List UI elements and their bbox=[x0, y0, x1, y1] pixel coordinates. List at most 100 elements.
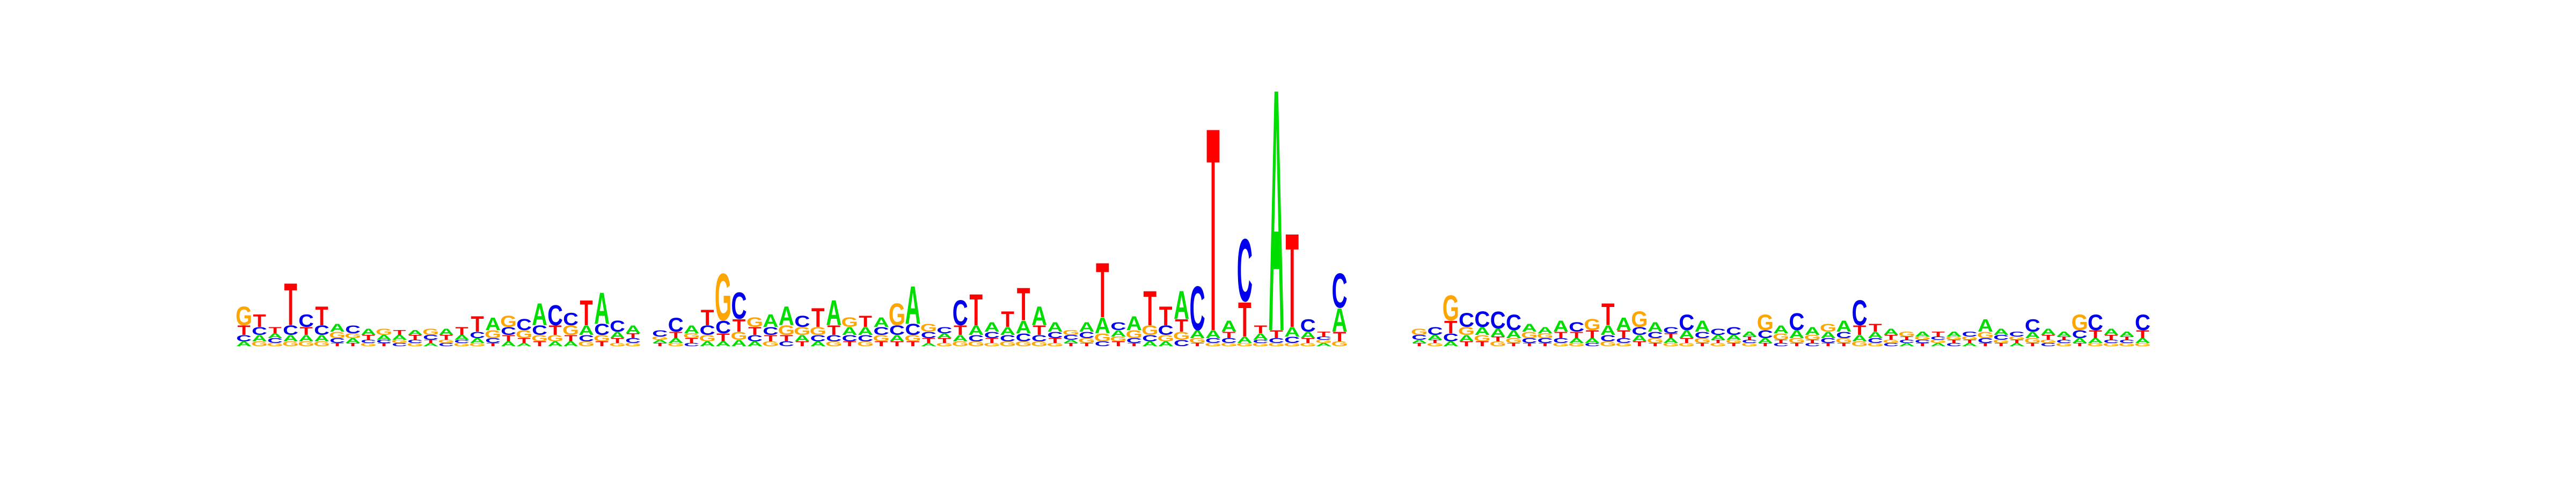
letter-t: T bbox=[1727, 342, 1740, 347]
letter-a: A bbox=[1679, 328, 1694, 340]
letter-t: T bbox=[922, 337, 935, 345]
letter-a: A bbox=[953, 333, 968, 343]
letter-t: T bbox=[1001, 306, 1014, 332]
letter-g: G bbox=[2103, 342, 2119, 347]
letter-c: C bbox=[2135, 310, 2150, 335]
letter-t: T bbox=[1111, 340, 1125, 348]
letter-g: G bbox=[1631, 306, 1648, 332]
letter-c: C bbox=[423, 334, 438, 341]
letter-g: G bbox=[1867, 342, 1884, 347]
letter-c: C bbox=[1805, 342, 1820, 347]
letter-c: C bbox=[252, 325, 267, 338]
letter-g: G bbox=[1015, 340, 1031, 348]
letter-a: A bbox=[1600, 323, 1616, 338]
letter-t: T bbox=[564, 333, 577, 343]
letter-g: G bbox=[453, 342, 470, 347]
letter-g: G bbox=[1553, 342, 1569, 347]
letter-t: T bbox=[284, 271, 297, 338]
letter-t: T bbox=[1586, 328, 1599, 340]
letter-c: C bbox=[953, 293, 968, 333]
letter-a: A bbox=[715, 340, 731, 348]
letter-g: G bbox=[968, 340, 984, 348]
letter-t: T bbox=[424, 339, 437, 344]
letter-t: T bbox=[471, 311, 484, 336]
letter-g: G bbox=[625, 342, 641, 347]
letter-c: C bbox=[1000, 333, 1015, 343]
letter-c: C bbox=[283, 323, 298, 338]
letter-a: A bbox=[2072, 337, 2088, 345]
letter-a: A bbox=[1569, 337, 1584, 345]
letter-g: G bbox=[422, 327, 439, 337]
letter-c: C bbox=[1946, 342, 1962, 347]
letter-c: C bbox=[1710, 327, 1726, 337]
letter-g: G bbox=[1490, 340, 1506, 348]
letter-a: A bbox=[779, 301, 794, 331]
letter-c: C bbox=[625, 337, 641, 345]
letter-c: C bbox=[298, 311, 314, 331]
letter-t: T bbox=[1806, 339, 1819, 344]
letter-a: A bbox=[501, 340, 516, 348]
letter-t: T bbox=[969, 285, 983, 335]
letter-g: G bbox=[1284, 342, 1300, 347]
letter-t: T bbox=[1994, 342, 2008, 347]
letter-c: C bbox=[1553, 337, 1569, 345]
letter-c: C bbox=[779, 340, 794, 348]
letter-g: G bbox=[1331, 340, 1348, 348]
letter-g: G bbox=[1710, 342, 1726, 347]
letter-a: A bbox=[1946, 331, 1962, 338]
letter-a: A bbox=[283, 333, 298, 343]
letter-g: G bbox=[2008, 336, 2025, 341]
letter-a: A bbox=[454, 334, 470, 341]
letter-t: T bbox=[716, 331, 730, 343]
letter-a: A bbox=[1710, 334, 1726, 341]
letter-a: A bbox=[345, 337, 361, 345]
letter-a: A bbox=[1789, 328, 1804, 340]
letter-a: A bbox=[298, 333, 314, 343]
letter-c: C bbox=[1726, 325, 1741, 337]
letter-t: T bbox=[1143, 281, 1157, 336]
letter-t: T bbox=[1900, 336, 1914, 341]
letter-c: C bbox=[547, 299, 563, 332]
letter-t: T bbox=[1444, 317, 1458, 337]
letter-c: C bbox=[407, 339, 423, 344]
letter-a: A bbox=[267, 332, 283, 340]
letter-g: G bbox=[1474, 333, 1490, 343]
letter-g: G bbox=[1236, 342, 1253, 347]
letter-c: C bbox=[699, 323, 715, 338]
letter-c: C bbox=[1459, 309, 1474, 331]
letter-g: G bbox=[715, 260, 731, 335]
letter-a: A bbox=[1993, 327, 2009, 337]
letter-c: C bbox=[984, 330, 1000, 340]
letter-g: G bbox=[1725, 339, 1742, 344]
letter-c: C bbox=[1284, 335, 1300, 345]
letter-a: A bbox=[810, 340, 826, 348]
letter-a: A bbox=[1221, 318, 1236, 335]
letter-c: C bbox=[361, 339, 376, 344]
letter-c: C bbox=[1331, 264, 1347, 318]
letter-a: A bbox=[1474, 325, 1490, 337]
letter-t: T bbox=[733, 315, 746, 335]
letter-c: C bbox=[1868, 337, 1883, 345]
letter-a: A bbox=[921, 342, 936, 347]
letter-c: C bbox=[731, 285, 747, 327]
